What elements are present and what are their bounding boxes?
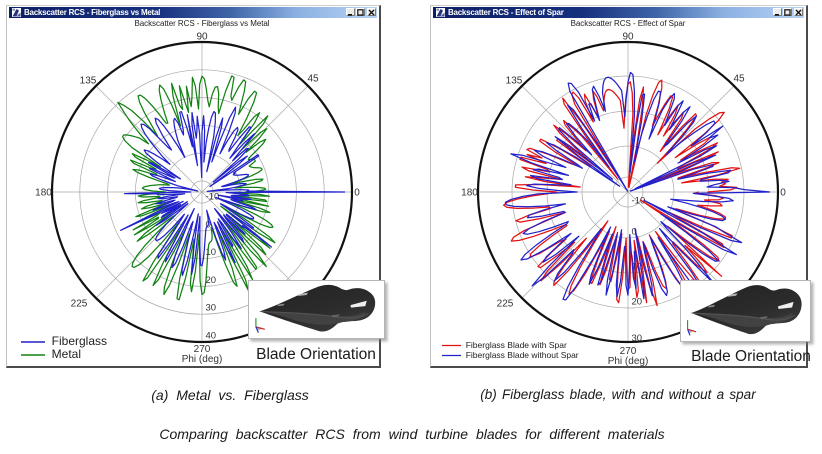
- svg-text:40: 40: [206, 331, 217, 342]
- svg-text:45: 45: [307, 74, 319, 85]
- svg-text:90: 90: [622, 32, 634, 43]
- svg-text:0: 0: [354, 188, 360, 199]
- svg-text:135: 135: [506, 76, 523, 87]
- svg-text:30: 30: [206, 303, 217, 314]
- svg-text:Phi (deg): Phi (deg): [608, 356, 649, 367]
- svg-text:180: 180: [461, 188, 478, 199]
- svg-text:90: 90: [196, 32, 208, 43]
- svg-text:225: 225: [71, 299, 88, 310]
- svg-text:180: 180: [35, 188, 52, 199]
- svg-text:30: 30: [632, 333, 643, 344]
- svg-text:270: 270: [194, 344, 211, 355]
- svg-text:20: 20: [206, 275, 217, 286]
- svg-text:-10: -10: [632, 196, 646, 207]
- svg-text:45: 45: [733, 74, 745, 85]
- svg-text:135: 135: [80, 76, 97, 87]
- svg-text:0: 0: [780, 188, 786, 199]
- svg-text:270: 270: [620, 346, 637, 357]
- svg-text:0: 0: [632, 227, 637, 238]
- svg-text:-10: -10: [206, 192, 220, 203]
- svg-text:Phi (deg): Phi (deg): [182, 354, 223, 365]
- svg-text:225: 225: [497, 299, 514, 310]
- svg-text:20: 20: [632, 297, 643, 308]
- svg-text:10: 10: [206, 247, 217, 258]
